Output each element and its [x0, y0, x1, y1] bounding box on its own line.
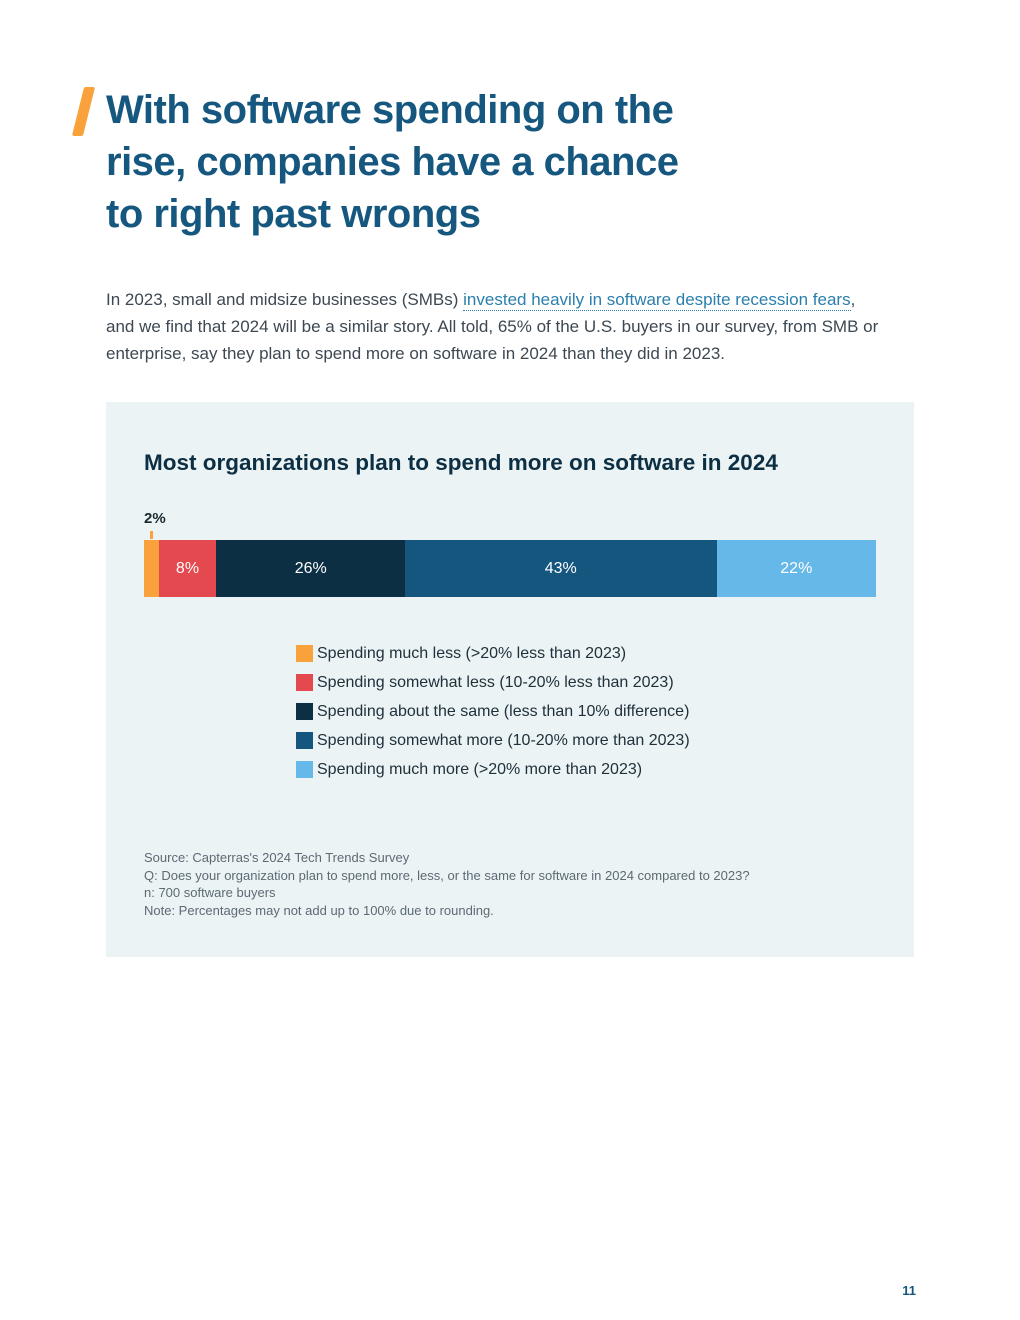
legend-item: Spending somewhat less (10-20% less than… [296, 668, 876, 697]
bar-segment-value: 22% [780, 559, 813, 577]
legend-label: Spending somewhat less (10-20% less than… [317, 673, 674, 691]
legend-item: Spending somewhat more (10-20% more than… [296, 726, 876, 755]
sample-line: n: 700 software buyers [144, 885, 276, 901]
bar-segment-value: 43% [544, 559, 577, 577]
page-title: With software spending on the rise, comp… [0, 0, 1020, 240]
bar-segment: 22% [716, 540, 877, 598]
bar-segment-value: 8% [175, 559, 200, 577]
bar-callout: 2% [144, 510, 876, 540]
legend-swatch-icon [296, 645, 313, 663]
page-title-line-1: With software spending on the [106, 88, 674, 132]
callout-value: 2% [144, 510, 166, 528]
intro-paragraph: In 2023, small and midsize businesses (S… [106, 286, 888, 368]
bar-segment: 8% [158, 540, 217, 598]
bar-segment [144, 540, 159, 598]
chart-card: Most organizations plan to spend more on… [106, 401, 914, 957]
question-line: Q: Does your organization plan to spend … [144, 867, 750, 883]
note-line: Note: Percentages may not add up to 100%… [144, 903, 494, 919]
source-line: Source: Capterras's 2024 Tech Trends Sur… [144, 850, 410, 866]
recession-fears-link[interactable]: invested heavily in software despite rec… [463, 290, 851, 311]
chart-legend: Spending much less (>20% less than 2023)… [296, 639, 876, 784]
bar-segment: 26% [216, 540, 405, 598]
source-block: Source: Capterras's 2024 Tech Trends Sur… [144, 850, 876, 920]
legend-item: Spending about the same (less than 10% d… [296, 697, 876, 726]
page-title-line-3: to right past wrongs [106, 192, 481, 236]
bar-segment-value: 26% [294, 559, 327, 577]
page-title-line-2: rise, companies have a chance [106, 140, 679, 184]
legend-label: Spending much more (>20% more than 2023) [317, 760, 643, 778]
legend-swatch-icon [296, 732, 313, 750]
legend-swatch-icon [296, 703, 313, 721]
legend-item: Spending much more (>20% more than 2023) [296, 755, 876, 784]
intro-text-after-link: , and we find that 2024 will be a simila… [106, 290, 879, 364]
bar-segment: 43% [404, 540, 717, 598]
legend-label: Spending about the same (less than 10% d… [317, 702, 690, 720]
callout-tick-icon [150, 531, 153, 540]
legend-label: Spending much less (>20% less than 2023) [317, 644, 627, 662]
chart-title: Most organizations plan to spend more on… [144, 449, 778, 475]
legend-item: Spending much less (>20% less than 2023) [296, 639, 876, 668]
intro-text-before-link: In 2023, small and midsize businesses (S… [106, 290, 464, 309]
stacked-bar: 8% 26% 43% 22% [144, 540, 877, 598]
legend-swatch-icon [296, 761, 313, 779]
page-number: 11 [902, 1283, 916, 1298]
legend-swatch-icon [296, 674, 313, 692]
legend-label: Spending somewhat more (10-20% more than… [317, 731, 690, 749]
